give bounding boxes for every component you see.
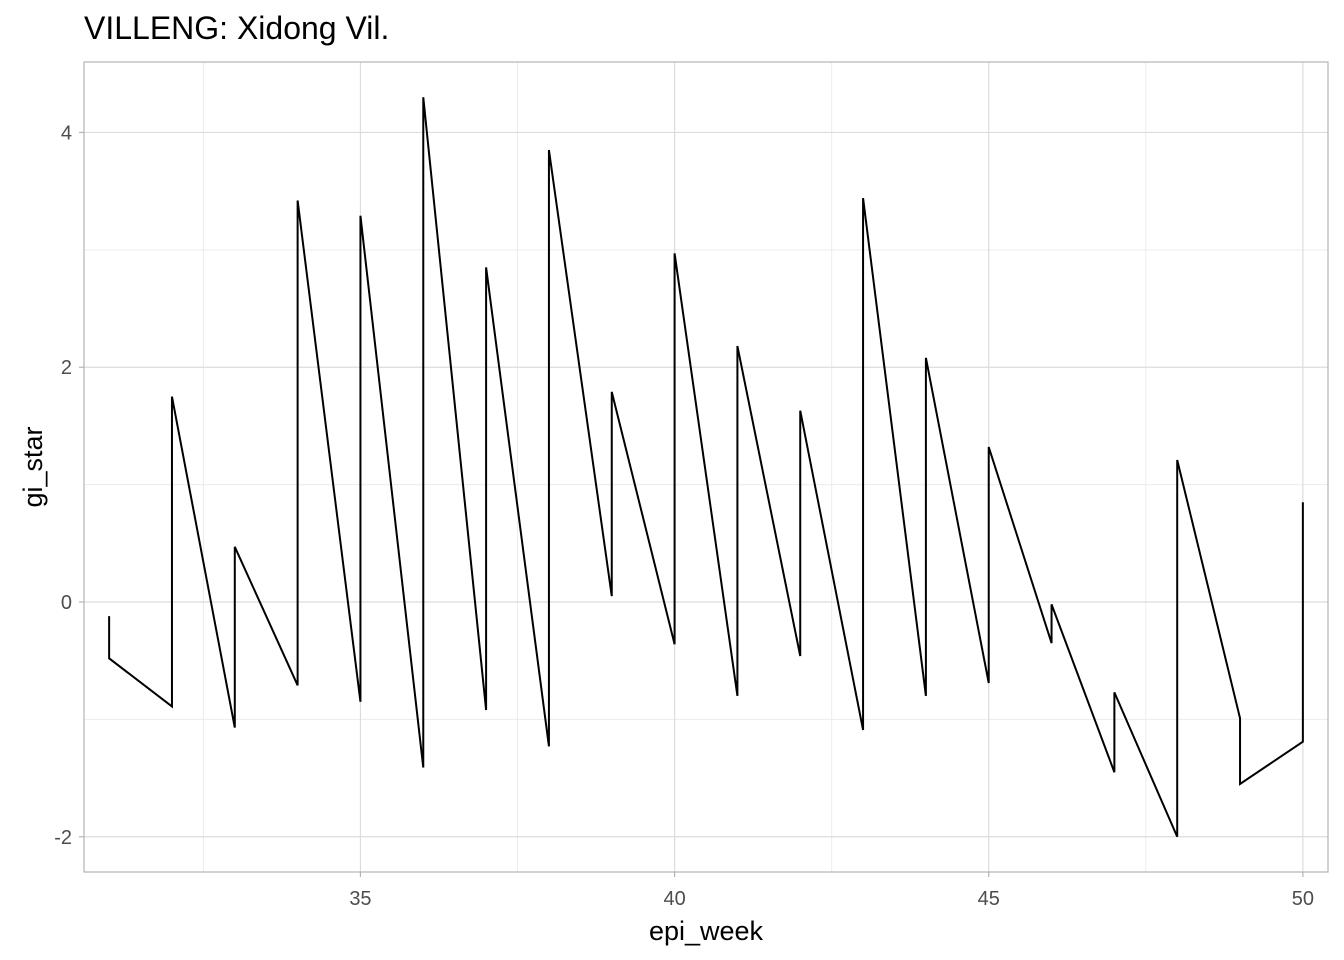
y-tick-label: 4 (61, 122, 72, 144)
major-gridlines (84, 62, 1328, 872)
minor-gridlines (84, 62, 1328, 872)
x-tick-label: 50 (1292, 888, 1314, 910)
panel-border (83, 61, 1329, 873)
x-axis-title: epi_week (649, 916, 764, 946)
x-axis: 35 40 45 50 (349, 872, 1314, 910)
y-axis: -2 0 2 4 (54, 122, 84, 849)
x-tick-label: 35 (349, 888, 371, 910)
y-tick-label: -2 (54, 827, 72, 849)
series-line (108, 97, 1304, 838)
series-group (108, 97, 1304, 838)
y-tick-label: 2 (61, 357, 72, 379)
x-tick-label: 45 (978, 888, 1000, 910)
chart-title: VILLENG: Xidong Vil. (84, 10, 390, 46)
x-tick-label: 40 (663, 888, 685, 910)
y-tick-label: 0 (61, 592, 72, 614)
y-axis-title: gi_star (18, 426, 48, 507)
